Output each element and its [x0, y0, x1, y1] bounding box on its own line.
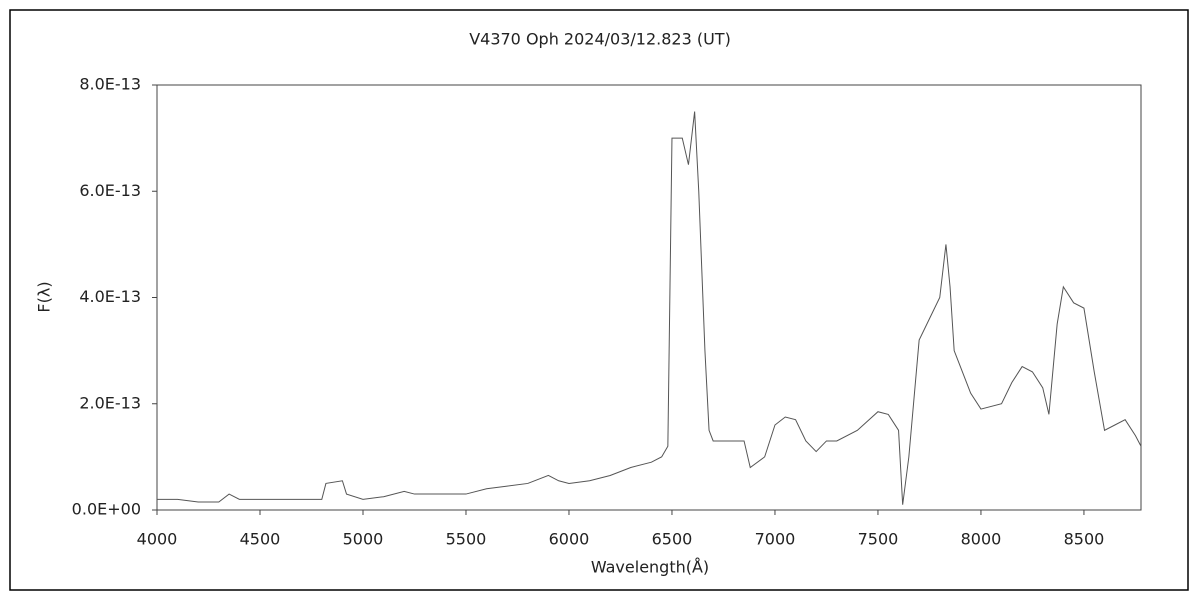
- x-tick-label: 5500: [446, 530, 487, 549]
- y-tick-label: 2.0E-13: [79, 393, 141, 412]
- y-tick-label: 8.0E-13: [79, 75, 141, 94]
- y-axis-label: F(λ): [35, 281, 54, 312]
- spectrum-line: [157, 111, 1142, 505]
- x-tick-label: 8000: [961, 530, 1002, 549]
- y-tick-label: 6.0E-13: [79, 181, 141, 200]
- x-tick-label: 4500: [240, 530, 281, 549]
- x-axis-label: Wavelength(Å): [591, 558, 709, 577]
- x-tick-label: 5000: [343, 530, 384, 549]
- x-tick-label: 7000: [755, 530, 796, 549]
- x-tick-label: 6500: [652, 530, 693, 549]
- x-tick-label: 6000: [549, 530, 590, 549]
- chart-title: V4370 Oph 2024/03/12.823 (UT): [469, 30, 731, 49]
- frame: [9, 9, 1189, 591]
- x-tick-label: 8500: [1064, 530, 1105, 549]
- x-tick-label: 4000: [137, 530, 178, 549]
- y-tick-label: 4.0E-13: [79, 287, 141, 306]
- x-tick-label: 7500: [858, 530, 899, 549]
- y-tick-label: 0.0E+00: [72, 500, 141, 519]
